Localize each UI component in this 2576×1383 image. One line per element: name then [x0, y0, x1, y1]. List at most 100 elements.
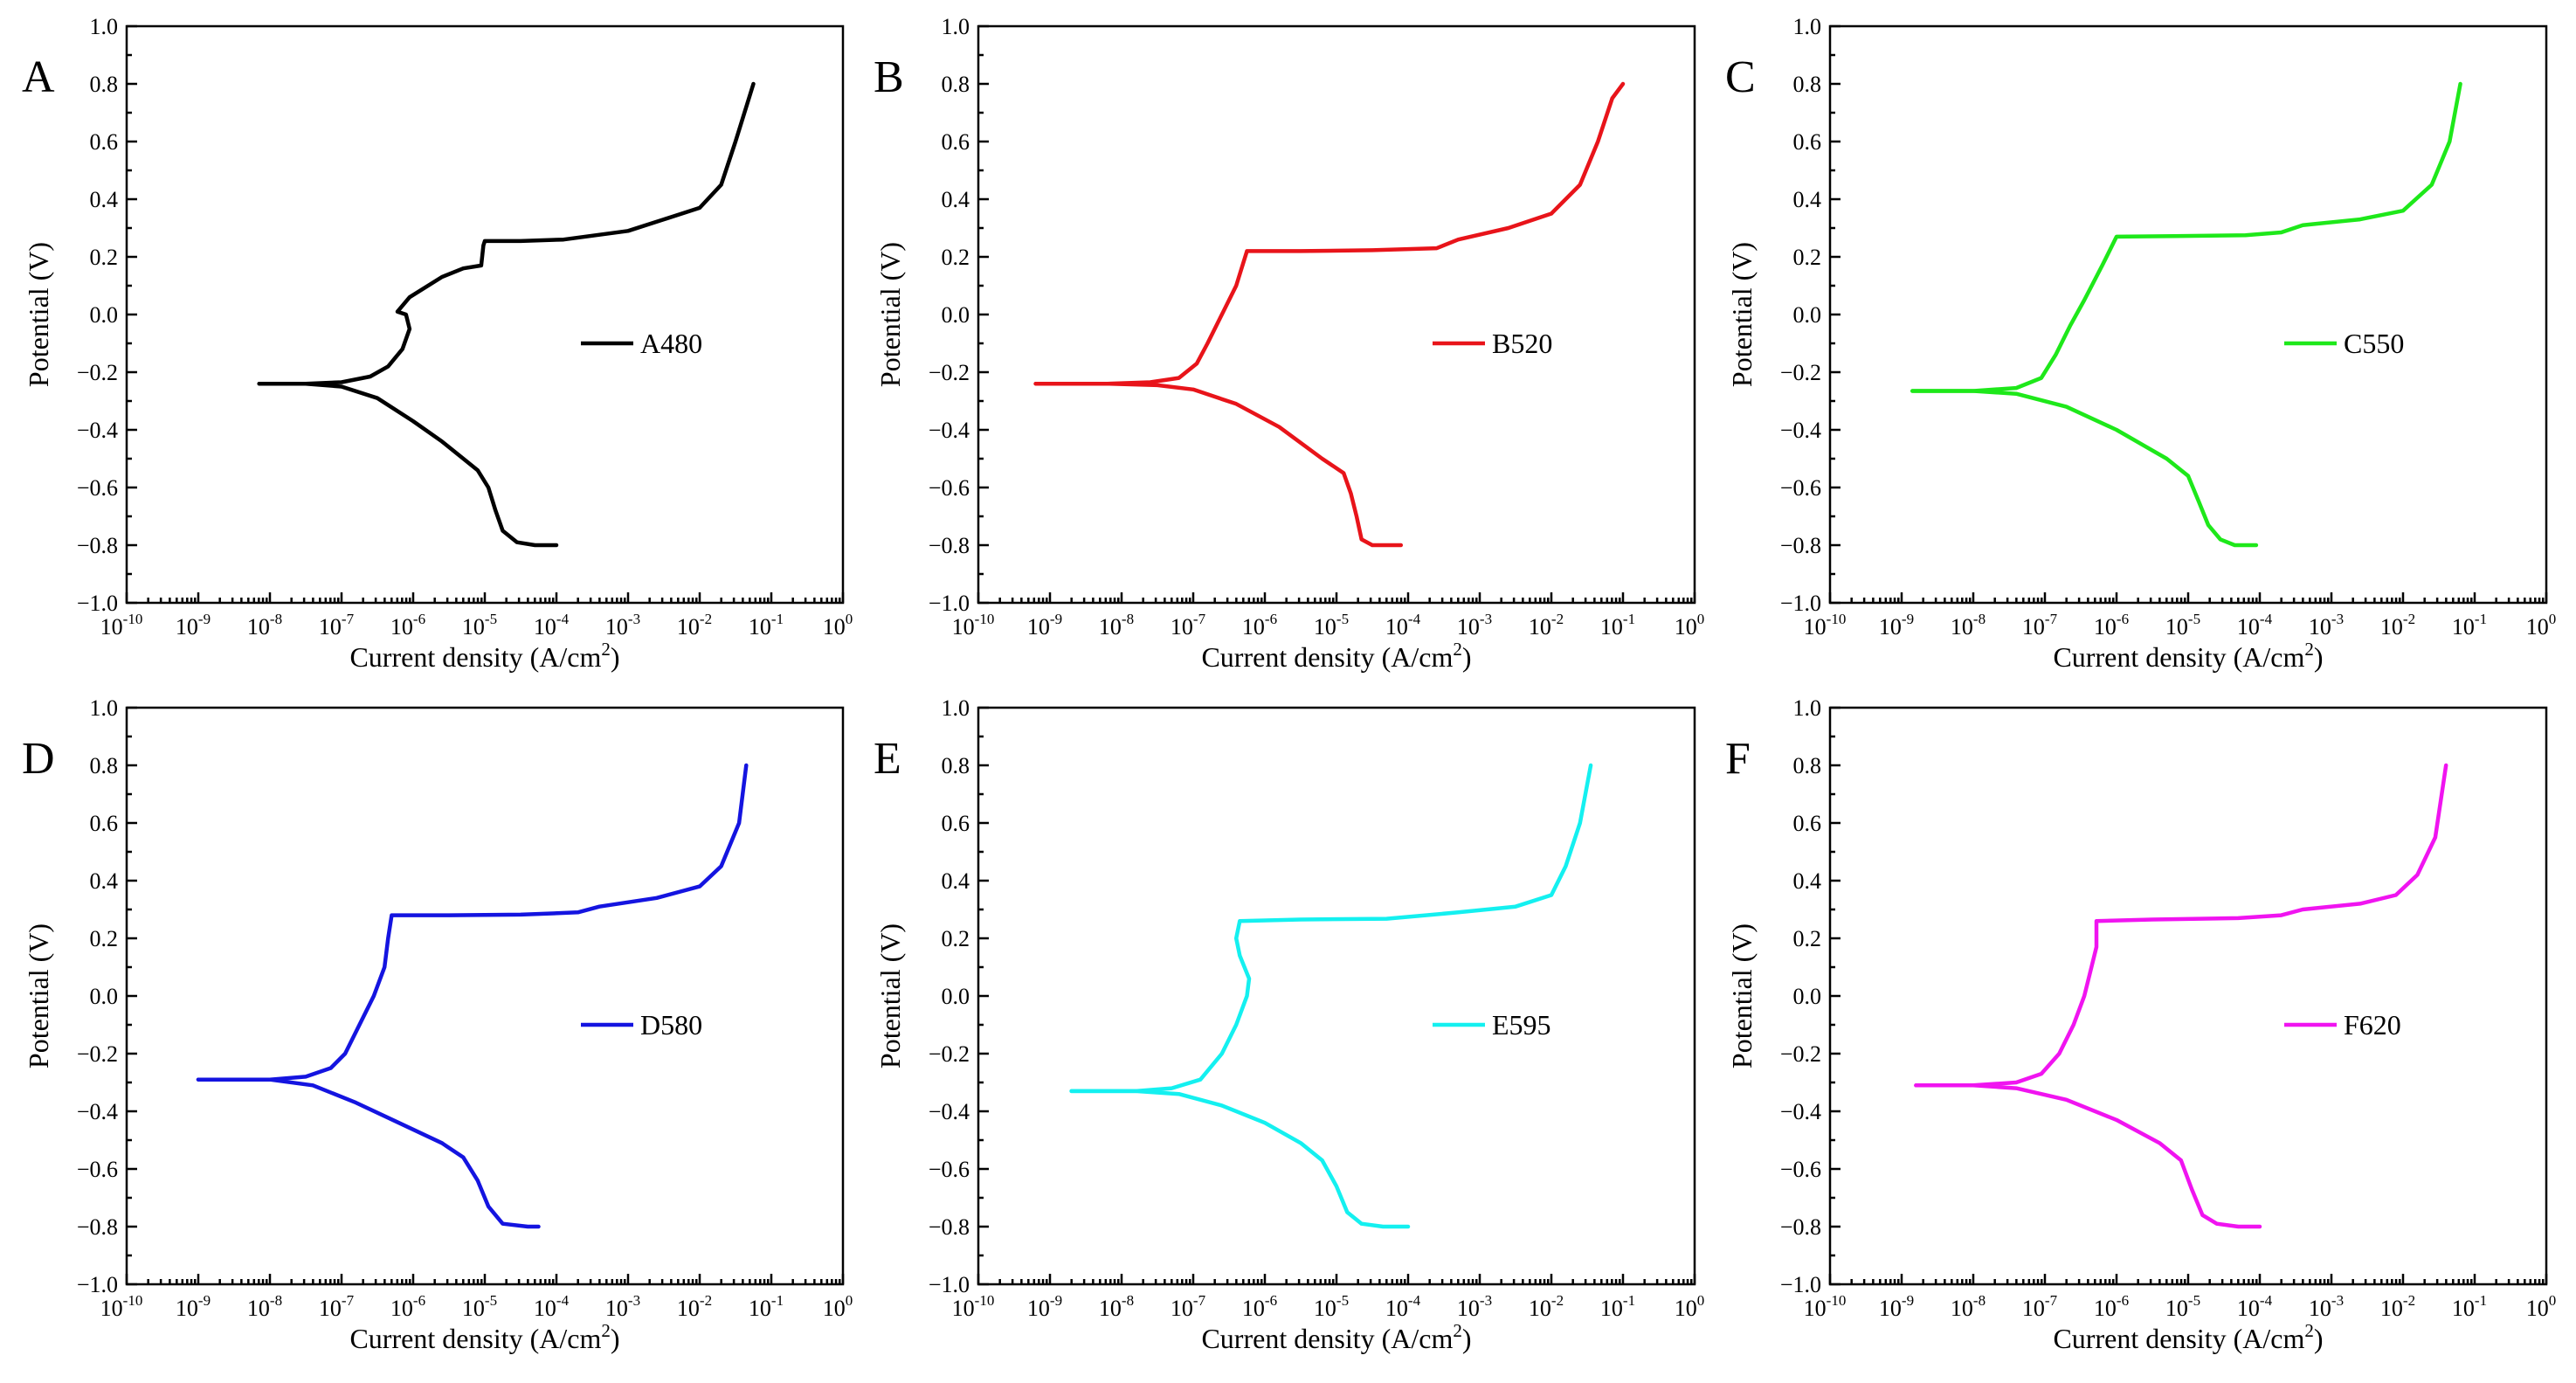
- panel-D: −1.0 −0.8 −0.6 −0.4 −0.2 0.0 0.2 0.4 0.6 0.8 1.0 10…: [22, 695, 853, 1354]
- panel-letter: F: [1725, 734, 1751, 784]
- x-tick-label: 10-2: [1529, 1292, 1564, 1321]
- series-cathodic-branch: [1033, 381, 1404, 548]
- panel-B: −1.0 −0.8 −0.6 −0.4 −0.2 0.0 0.2 0.4 0.6 0.8 1.0 10…: [874, 14, 1704, 673]
- y-tick-label: 0.2: [90, 926, 119, 951]
- x-tick-label: 10-4: [1385, 1292, 1421, 1321]
- series-anodic-branch: [1914, 763, 2448, 1088]
- plot-frame: [1828, 706, 2548, 1286]
- x-tick-label: 10-6: [390, 611, 425, 640]
- x-tick-label: 10-3: [1457, 611, 1492, 640]
- y-tick-label: −0.8: [1780, 533, 1821, 558]
- x-tick-label: 10-10: [952, 611, 995, 640]
- x-tick-label: 10-6: [1242, 611, 1277, 640]
- y-tick-label: −1.0: [929, 1272, 970, 1297]
- x-tick-label: 10-1: [2452, 611, 2487, 640]
- x-tick-label: 10-7: [1171, 1292, 1206, 1321]
- x-tick-label: 10-5: [1314, 1292, 1349, 1321]
- y-tick-label: −0.4: [929, 418, 970, 443]
- y-tick-label: 0.0: [1793, 302, 1822, 328]
- y-tick-label: 0.6: [1793, 129, 1822, 155]
- y-tick-label: 1.0: [1793, 695, 1822, 721]
- legend-label: E595: [1492, 1009, 1551, 1041]
- x-tick-label: 10-7: [1171, 611, 1206, 640]
- legend-label: A480: [640, 328, 702, 359]
- panel-E: −1.0 −0.8 −0.6 −0.4 −0.2 0.0 0.2 0.4 0.6 0.8 1.0 10…: [874, 695, 1704, 1354]
- series-anodic-branch: [1069, 763, 1593, 1094]
- y-tick-label: −0.6: [77, 475, 118, 501]
- x-tick-label: 10-4: [2237, 611, 2273, 640]
- y-tick-label: −0.8: [929, 533, 970, 558]
- x-axis-title: Current density (A/cm2): [2053, 1320, 2323, 1354]
- y-tick-label: −0.8: [929, 1214, 970, 1240]
- x-tick-label: 10-2: [2380, 611, 2415, 640]
- y-tick-label: −0.4: [77, 418, 118, 443]
- x-tick-label: 10-5: [462, 611, 497, 640]
- x-tick-label: 10-5: [462, 1292, 497, 1321]
- y-tick-label: −0.6: [929, 475, 970, 501]
- panel-letter: C: [1725, 52, 1756, 102]
- y-axis-title: Potential (V): [1726, 242, 1758, 387]
- y-tick-label: −0.4: [929, 1099, 970, 1124]
- x-tick-label: 10-6: [390, 1292, 425, 1321]
- y-tick-label: −0.2: [1780, 360, 1821, 385]
- y-tick-label: −1.0: [77, 1272, 118, 1297]
- x-tick-label: 10-3: [2309, 1292, 2344, 1321]
- x-tick-label: 100: [2526, 611, 2557, 640]
- x-tick-label: 100: [1675, 611, 1705, 640]
- x-tick-label: 10-2: [2380, 1292, 2415, 1321]
- y-tick-label: 0.0: [942, 984, 970, 1009]
- x-tick-label: 10-3: [1457, 1292, 1492, 1321]
- y-tick-label: 0.4: [90, 868, 119, 894]
- y-tick-label: 0.6: [942, 811, 970, 836]
- y-axis-title: Potential (V): [874, 923, 906, 1068]
- x-tick-label: 10-8: [247, 1292, 282, 1321]
- legend-label: F620: [2344, 1009, 2401, 1041]
- y-tick-label: 0.8: [1793, 72, 1822, 97]
- legend-label: D580: [640, 1009, 702, 1041]
- series-cathodic-branch: [1914, 1083, 2262, 1229]
- y-tick-label: −0.6: [77, 1157, 118, 1182]
- y-tick-label: −1.0: [1780, 1272, 1821, 1297]
- x-tick-label: 10-1: [1600, 1292, 1635, 1321]
- y-tick-label: −0.6: [929, 1157, 970, 1182]
- y-tick-label: −0.2: [77, 360, 118, 385]
- x-tick-label: 10-7: [2022, 611, 2058, 640]
- x-tick-label: 10-1: [749, 1292, 784, 1321]
- series-anodic-branch: [1033, 81, 1626, 386]
- x-tick-label: 10-5: [2165, 611, 2200, 640]
- y-tick-label: 0.4: [90, 187, 119, 212]
- y-tick-label: 0.2: [942, 245, 970, 270]
- x-tick-label: 100: [823, 611, 853, 640]
- x-tick-label: 10-1: [2452, 1292, 2487, 1321]
- x-tick-label: 10-3: [605, 611, 640, 640]
- y-tick-label: −1.0: [929, 591, 970, 616]
- y-tick-label: 0.0: [1793, 984, 1822, 1009]
- y-tick-label: 0.0: [90, 302, 119, 328]
- y-tick-label: 0.6: [942, 129, 970, 155]
- y-tick-label: 1.0: [942, 695, 970, 721]
- x-tick-label: 10-7: [2022, 1292, 2058, 1321]
- y-tick-label: 0.8: [942, 72, 970, 97]
- y-tick-label: −0.2: [1780, 1041, 1821, 1067]
- x-tick-label: 10-8: [1951, 611, 1986, 640]
- legend-label: C550: [2344, 328, 2404, 359]
- x-tick-label: 10-8: [1951, 1292, 1986, 1321]
- y-tick-label: −0.2: [77, 1041, 118, 1067]
- y-tick-label: 0.6: [90, 129, 119, 155]
- y-axis-title: Potential (V): [1726, 923, 1758, 1068]
- plot-frame: [125, 24, 845, 605]
- panel-letter: A: [22, 52, 55, 102]
- x-tick-label: 10-4: [1385, 611, 1421, 640]
- x-tick-label: 10-2: [677, 611, 712, 640]
- y-tick-label: 0.8: [90, 72, 119, 97]
- y-tick-label: −0.4: [77, 1099, 118, 1124]
- x-tick-label: 100: [1675, 1292, 1705, 1321]
- y-tick-label: 0.4: [1793, 868, 1822, 894]
- y-tick-label: −0.8: [77, 1214, 118, 1240]
- plot-frame: [977, 24, 1696, 605]
- x-tick-label: 10-3: [2309, 611, 2344, 640]
- x-tick-label: 10-1: [1600, 611, 1635, 640]
- plot-frame: [1828, 24, 2548, 605]
- x-tick-label: 10-9: [1027, 611, 1062, 640]
